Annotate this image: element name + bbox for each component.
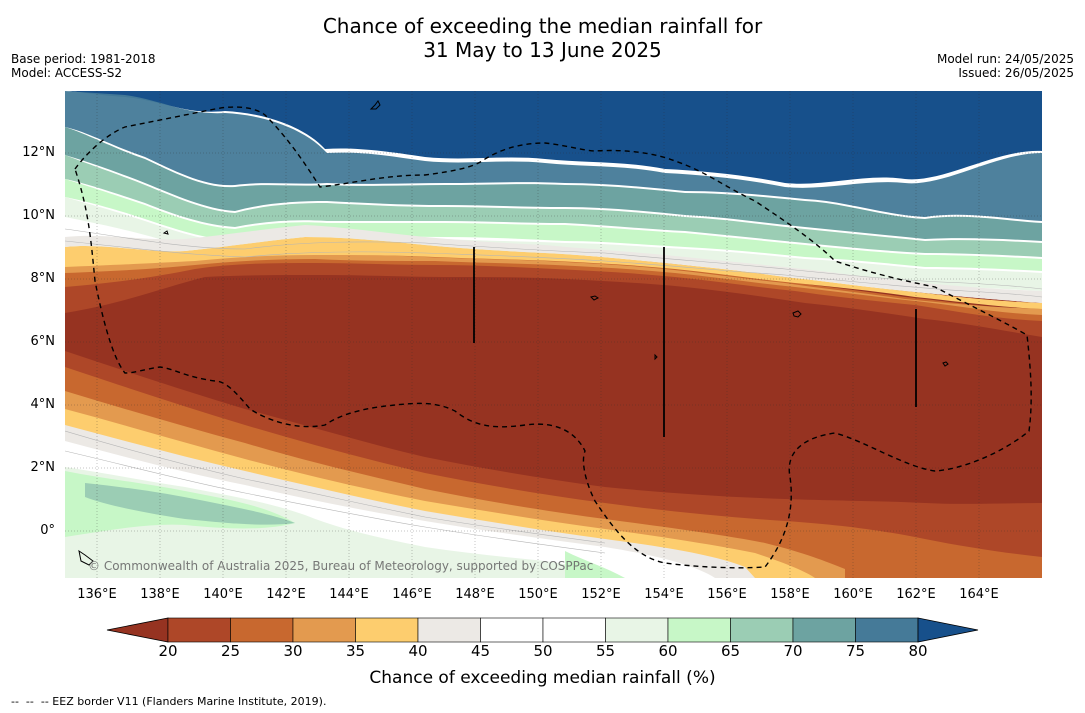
lon-label-152e: 152°E [581,587,621,602]
lat-label-2n: 2°N [30,460,56,475]
colorbar-tick-55: 55 [595,642,616,660]
colorbar-segment-35-40 [355,617,419,643]
colorbar-tick-65: 65 [720,642,741,660]
colorbar-title: Chance of exceeding median rainfall (%) [369,668,716,688]
colorbar-tick-45: 45 [470,642,491,660]
colorbar-tick-50: 50 [533,642,553,660]
graticule [65,91,1042,578]
colorbar-under-arrow [106,617,169,643]
colorbar-tick-80: 80 [908,642,928,660]
band-40-n [65,237,1042,309]
colorbar-svg [106,617,979,643]
band-55 [65,197,1042,291]
lat-label-10n: 10°N [22,208,55,223]
lon-label-158e: 158°E [770,587,810,602]
lon-label-146e: 146°E [392,587,432,602]
colorbar-tick-20: 20 [158,642,178,660]
lon-label-144e: 144°E [329,587,369,602]
colorbar-segment-40-45 [417,617,481,643]
lon-label-140e: 140°E [203,587,243,602]
colorbar-segment-65-70 [730,617,794,643]
copyright-credit: © Commonwealth of Australia 2025, Bureau… [88,559,594,573]
colorbar-tick-30: 30 [283,642,303,660]
map-canvas [65,91,1042,578]
contour-line [65,450,606,554]
lon-label-164e: 164°E [959,587,999,602]
lat-label-4n: 4°N [30,397,56,412]
meta-right: Model run: 24/05/2025 Issued: 26/05/2025 [937,52,1074,80]
colorbar-tick-60: 60 [658,642,678,660]
colorbar-segment-70-75 [792,617,856,643]
colorbar-tick-70: 70 [783,642,803,660]
colorbar-segment-50-55 [542,617,606,643]
colorbar-tick-75: 75 [845,642,866,660]
island-outlines [78,100,949,566]
colorbar-segment-75-80 [855,617,919,643]
title-line-1: Chance of exceeding the median rainfall … [322,14,763,38]
forecast-map [65,91,1042,578]
colorbar-tick-35: 35 [345,642,366,660]
lon-label-156e: 156°E [707,587,747,602]
eez-border [74,106,1032,569]
contour-line [65,228,1042,290]
meridian-artefacts [473,247,917,437]
contour-line [65,240,1042,298]
lon-label-136e: 136°E [77,587,117,602]
colorbar-over-arrow [917,617,979,643]
colorbar-tick-25: 25 [220,642,241,660]
colorbar-segment-45-50 [480,617,544,643]
issued-date: Issued: 26/05/2025 [958,66,1074,80]
lon-label-142e: 142°E [266,587,306,602]
colorbar-tick-40: 40 [408,642,428,660]
band-60-se [565,551,625,578]
map-title: Chance of exceeding the median rainfall … [0,14,1085,62]
lon-label-162e: 162°E [896,587,936,602]
colorbar-segment-55-60 [605,617,669,643]
colorbar-segment-30-35 [292,617,356,643]
title-line-2: 31 May to 13 June 2025 [423,38,662,62]
lat-label-8n: 8°N [30,271,56,286]
lat-label-12n: 12°N [22,145,55,160]
model-run: Model run: 24/05/2025 [936,52,1074,66]
colorbar [105,612,980,648]
lon-label-150e: 150°E [518,587,558,602]
lat-label-6n: 6°N [30,334,56,349]
band-80 [65,91,1042,184]
band-75 [65,91,1042,221]
lon-label-154e: 154°E [644,587,684,602]
band-60 [65,179,1042,271]
lon-label-138e: 138°E [140,587,180,602]
lat-label-0: 0° [40,523,55,538]
colorbar-segment-25-30 [230,617,294,643]
colorbar-segment-60-65 [667,617,731,643]
lon-label-148e: 148°E [455,587,495,602]
meta-left: Base period: 1981-2018 Model: ACCESS-S2 [11,52,156,80]
model-name: Model: ACCESS-S2 [11,66,123,80]
band-70 [65,127,1042,241]
eez-legend-note: -- -- -- EEZ border V11 (Flanders Marine… [11,695,327,708]
band-65 [65,155,1042,257]
lon-label-160e: 160°E [833,587,873,602]
base-period: Base period: 1981-2018 [11,52,156,66]
band-70-s [85,483,295,525]
band-60-s [65,467,625,578]
colorbar-segment-20-25 [167,617,231,643]
